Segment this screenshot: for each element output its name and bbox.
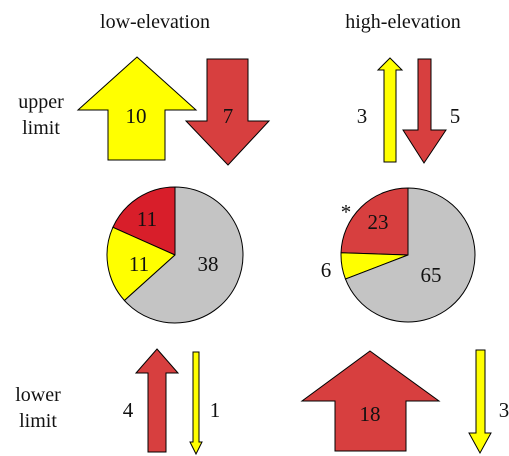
upper-high-down-arrow xyxy=(402,58,447,164)
low-pie-red-slice-label: 11 xyxy=(137,207,157,231)
upper-high-up-arrow xyxy=(376,57,404,163)
upper-high-down-value: 5 xyxy=(450,104,461,128)
high-pie-gray-slice-label: 65 xyxy=(421,263,442,287)
lower-high-up-arrow xyxy=(300,350,441,452)
low-pie-red-slice xyxy=(112,186,176,256)
low-pie-gray-slice-label: 38 xyxy=(198,252,219,276)
upper-low-down-value: 7 xyxy=(223,104,234,128)
low-pie-gray-slice xyxy=(123,186,244,324)
low-pie-yellow-slice-label: 11 xyxy=(129,252,149,276)
high-pie-significance-marker: * xyxy=(341,200,352,224)
upper-low-up-value: 10 xyxy=(126,104,147,128)
lower-high-down-value: 3 xyxy=(499,398,509,422)
lower-low-up-value: 4 xyxy=(123,398,134,422)
high-pie-red-slice-label: 23 xyxy=(368,210,389,234)
upper-high-up-value: 3 xyxy=(357,104,368,128)
high-pie-yellow-slice-label: 6 xyxy=(321,258,332,282)
column-header-high-elevation: high-elevation xyxy=(345,11,461,33)
row-label-lower-limit-line2: limit xyxy=(19,410,57,432)
column-header-low-elevation: low-elevation xyxy=(100,11,210,33)
lower-high-up-value: 18 xyxy=(360,402,381,426)
lower-low-down-arrow xyxy=(189,351,203,456)
high-pie-gray-slice xyxy=(344,187,476,323)
row-label-upper-limit-line1: upper xyxy=(18,91,64,113)
row-label-upper-limit-line2: limit xyxy=(22,117,60,139)
upper-low-up-arrow xyxy=(76,56,198,161)
low-elevation-pie: 11 11 38 xyxy=(106,186,244,324)
high-pie-red-slice xyxy=(340,187,409,256)
high-elevation-pie: 23 6 65 * xyxy=(321,187,476,323)
lower-low-up-arrow xyxy=(134,348,180,453)
lower-high-down-arrow xyxy=(468,349,492,455)
upper-low-down-arrow xyxy=(184,58,271,166)
lower-low-down-value: 1 xyxy=(210,398,221,422)
low-pie-yellow-slice xyxy=(106,226,176,302)
row-label-lower-limit-line1: lower xyxy=(15,384,61,406)
